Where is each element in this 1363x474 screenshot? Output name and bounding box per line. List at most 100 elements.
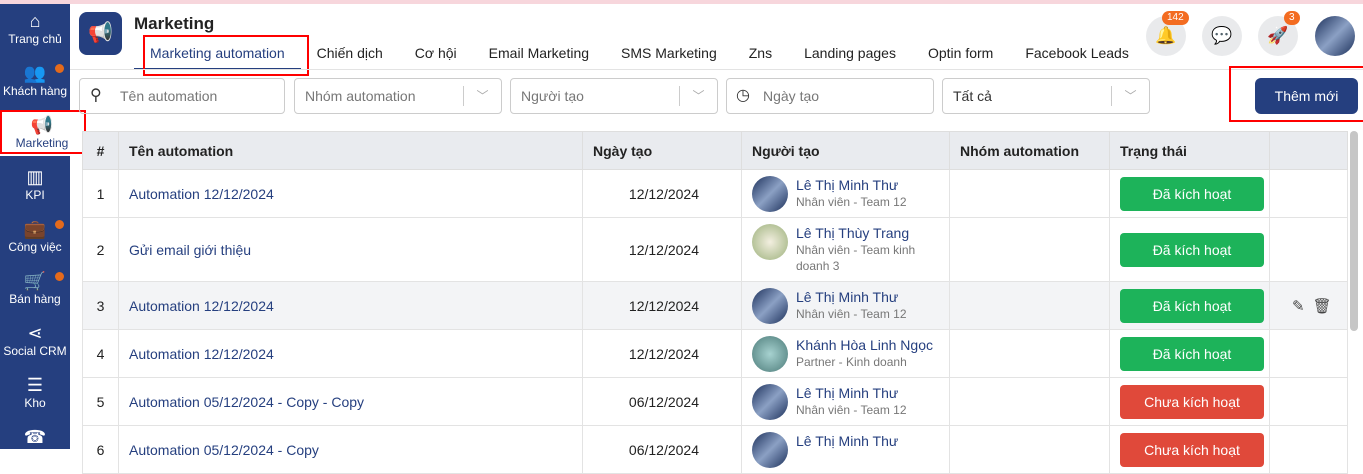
cart-icon: 🛒 <box>23 271 47 291</box>
top-border <box>0 0 1363 4</box>
clock-icon: ◷ <box>736 87 750 104</box>
notification-dot <box>55 272 64 281</box>
col-header-creator[interactable]: Người tạo <box>741 131 950 170</box>
sidebar-item-warehouse[interactable]: ☰ Kho <box>0 368 70 420</box>
user-avatar[interactable] <box>1315 16 1355 56</box>
tab-facebook-leads[interactable]: Facebook Leads <box>1025 45 1129 61</box>
highlight-box <box>0 110 86 154</box>
sidebar-item-customers[interactable]: 👥 Khách hàng <box>0 56 70 108</box>
col-header-index: # <box>82 131 119 170</box>
creator-role: Nhân viên - Team 12 <box>796 307 907 321</box>
automation-name-link[interactable]: Automation 12/12/2024 <box>129 345 274 362</box>
sidebar-item-sales[interactable]: 🛒 Bán hàng <box>0 264 70 316</box>
table-row[interactable]: 1 Automation 12/12/2024 12/12/2024 Lê Th… <box>82 169 1348 218</box>
creator: Lê Thị Minh Thư <box>752 432 949 468</box>
created-date: 06/12/2024 <box>582 425 742 474</box>
sidebar-item-kpi[interactable]: ▥ KPI <box>0 160 70 212</box>
notifications-button[interactable]: 🔔 142 <box>1146 11 1189 56</box>
creator-name[interactable]: Lê Thị Minh Thư <box>796 289 899 305</box>
search-icon: ⚲ <box>90 87 102 104</box>
tab-email-marketing[interactable]: Email Marketing <box>488 45 590 61</box>
module-logo: 📢 <box>79 12 122 55</box>
table-row[interactable]: 5 Automation 05/12/2024 - Copy - Copy 06… <box>82 377 1348 426</box>
creator-name[interactable]: Lê Thị Minh Thư <box>796 177 899 193</box>
automation-group <box>949 169 1110 218</box>
tab-zns[interactable]: Zns <box>748 45 773 61</box>
status-button[interactable]: Đã kích hoạt <box>1120 336 1264 371</box>
group-select[interactable]: Nhóm automation ﹀ <box>294 78 502 114</box>
name-search-input[interactable]: ⚲ Tên automation <box>79 78 285 114</box>
col-header-name[interactable]: Tên automation <box>118 131 583 170</box>
created-date: 06/12/2024 <box>582 377 742 426</box>
status-button[interactable]: Đã kích hoạt <box>1120 288 1264 323</box>
chat-icon: 💬 <box>1211 26 1233 45</box>
creator: Khánh Hòa Linh Ngọc Partner - Kinh doanh <box>752 336 949 372</box>
rocket-badge: 3 <box>1284 11 1300 25</box>
add-new-button[interactable]: Thêm mới <box>1255 78 1358 114</box>
creator-avatar <box>752 336 788 372</box>
home-icon: ⌂ <box>29 11 41 31</box>
status-button[interactable]: Đã kích hoạt <box>1120 176 1264 211</box>
row-index: 3 <box>82 281 119 330</box>
creator-avatar <box>752 176 788 212</box>
creator-name[interactable]: Khánh Hòa Linh Ngọc <box>796 337 933 353</box>
chevron-down-icon: ﹀ <box>463 86 501 106</box>
tab-optin-form[interactable]: Optin form <box>927 45 994 61</box>
sidebar: ⌂ Trang chủ 👥 Khách hàng 📢 Marketing ▥ KPI 💼… <box>0 4 84 449</box>
tab-landing-pages[interactable]: Landing pages <box>804 45 896 61</box>
status-button[interactable]: Đã kích hoạt <box>1120 232 1264 267</box>
status-select[interactable]: Tất cả ﹀ <box>942 78 1150 114</box>
status-button[interactable]: Chưa kích hoạt <box>1120 432 1264 467</box>
sidebar-item-phone[interactable]: ☎ <box>0 420 70 472</box>
creator-name[interactable]: Lê Thị Minh Thư <box>796 385 899 401</box>
creator: Lê Thị Minh Thư Nhân viên - Team 12 <box>752 288 949 324</box>
tab-campaigns[interactable]: Chiến dịch <box>316 45 383 61</box>
date-input[interactable]: ◷ Ngày tạo <box>726 78 934 114</box>
automation-name-link[interactable]: Automation 12/12/2024 <box>129 185 274 202</box>
status-button[interactable]: Chưa kích hoạt <box>1120 384 1264 419</box>
sidebar-item-tasks[interactable]: 💼 Công việc <box>0 212 70 264</box>
automation-name-link[interactable]: Automation 05/12/2024 - Copy <box>129 441 319 458</box>
creator-name[interactable]: Lê Thị Thùy Trang <box>796 225 910 241</box>
creator-name[interactable]: Lê Thị Minh Thư <box>796 433 899 449</box>
tab-bar: Marketing automation Chiến dịch Cơ hội E… <box>134 44 1145 70</box>
megaphone-icon: 📢 <box>88 22 113 44</box>
creator-avatar <box>752 384 788 420</box>
row-index: 5 <box>82 377 119 426</box>
table-row[interactable]: 3 Automation 12/12/2024 12/12/2024 Lê Th… <box>82 281 1348 330</box>
creator: Lê Thị Minh Thư Nhân viên - Team 12 <box>752 384 949 420</box>
creator: Lê Thị Minh Thư Nhân viên - Team 12 <box>752 176 949 212</box>
table-row[interactable]: 2 Gửi email giới thiệu 12/12/2024 Lê Thị… <box>82 217 1348 282</box>
edit-icon[interactable]: ✎ <box>1292 297 1305 315</box>
automation-name-link[interactable]: Automation 12/12/2024 <box>129 297 274 314</box>
chat-button[interactable]: 💬 <box>1202 16 1242 56</box>
col-header-status[interactable]: Trạng thái <box>1109 131 1270 170</box>
automation-name-link[interactable]: Gửi email giới thiệu <box>129 241 252 258</box>
notification-dot <box>55 220 64 229</box>
automation-name-link[interactable]: Automation 05/12/2024 - Copy - Copy <box>129 393 365 410</box>
creator-avatar <box>752 432 788 468</box>
creator-avatar <box>752 224 788 260</box>
trash-icon[interactable]: 🗑 <box>1312 297 1332 315</box>
users-icon: 👥 <box>23 63 47 83</box>
col-header-group[interactable]: Nhóm automation <box>949 131 1110 170</box>
creator-select[interactable]: Người tạo ﹀ <box>510 78 718 114</box>
automation-group <box>949 281 1110 330</box>
sidebar-item-marketing[interactable]: 📢 Marketing <box>0 112 84 156</box>
phone-icon: ☎ <box>23 427 47 447</box>
rocket-button[interactable]: 🚀 3 <box>1258 11 1300 56</box>
tab-opportunities[interactable]: Cơ hội <box>414 45 457 61</box>
table-row[interactable]: 4 Automation 12/12/2024 12/12/2024 Khánh… <box>82 329 1348 378</box>
notification-dot <box>55 64 64 73</box>
col-header-actions <box>1269 131 1348 170</box>
warehouse-icon: ☰ <box>26 375 44 395</box>
scrollbar[interactable] <box>1350 131 1358 331</box>
table-row[interactable]: 6 Automation 05/12/2024 - Copy 06/12/202… <box>82 425 1348 474</box>
tab-sms-marketing[interactable]: SMS Marketing <box>621 45 717 61</box>
chevron-down-icon: ﹀ <box>679 86 717 106</box>
col-header-date[interactable]: Ngày tạo <box>582 131 742 170</box>
automation-group <box>949 217 1110 282</box>
sidebar-item-social-crm[interactable]: ⋖ Social CRM <box>0 316 70 368</box>
briefcase-icon: 💼 <box>23 219 47 239</box>
sidebar-item-home[interactable]: ⌂ Trang chủ <box>0 4 70 56</box>
